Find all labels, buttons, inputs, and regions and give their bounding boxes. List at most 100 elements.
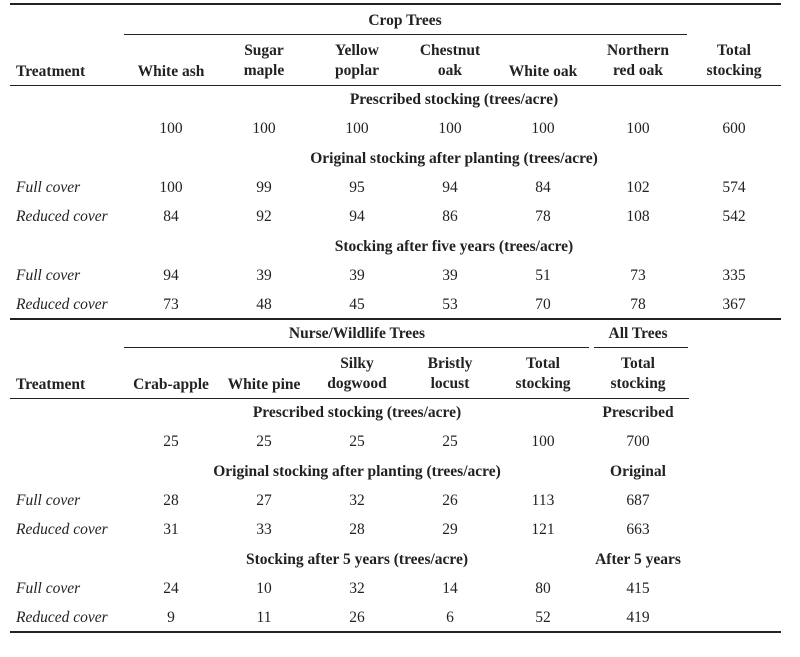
- table-cell: 25: [256, 433, 272, 450]
- table-cell: 6: [446, 609, 454, 626]
- row-label: Full cover: [16, 492, 81, 509]
- crop-group-header: Crop Trees: [368, 12, 442, 29]
- nurse-col-header: Total stocking: [515, 355, 571, 392]
- table-cell: 33: [256, 521, 272, 538]
- table-cell: 25: [349, 433, 365, 450]
- table-cell: 100: [345, 120, 369, 137]
- row-label: Reduced cover: [16, 296, 108, 313]
- table-cell: 25: [442, 433, 458, 450]
- crop-col-header: White ash: [137, 63, 205, 80]
- crop-col-header: Chestnut oak: [419, 42, 481, 79]
- section-right-title: Original: [610, 463, 666, 480]
- table-cell: 100: [438, 120, 462, 137]
- crop-col-header: White oak: [508, 63, 578, 80]
- table-cell: 10: [256, 580, 272, 597]
- table-cell: 48: [256, 296, 272, 313]
- section-right-title: Prescribed: [602, 404, 674, 421]
- table-cell: 51: [535, 267, 551, 284]
- table-cell: 100: [252, 120, 276, 137]
- table-cell: 94: [442, 179, 458, 196]
- table-cell: 32: [349, 580, 365, 597]
- table-cell: 39: [349, 267, 365, 284]
- table-cell: 113: [531, 492, 555, 509]
- all-trees-underline: [594, 347, 688, 348]
- table-cell: 574: [722, 179, 746, 196]
- table-cell: 84: [163, 208, 179, 225]
- section-title: Stocking after five years (trees/acre): [334, 238, 574, 255]
- nurse-group-underline: [124, 347, 589, 348]
- table-cell: 52: [535, 609, 551, 626]
- section-title: Prescribed stocking (trees/acre): [349, 91, 559, 108]
- crop-col-header: Yellow poplar: [335, 42, 379, 79]
- crop-col-header: Total stocking: [706, 42, 762, 79]
- table-cell: 94: [163, 267, 179, 284]
- table-cell: 80: [535, 580, 551, 597]
- table-cell: 700: [626, 433, 650, 450]
- table-cell: 73: [163, 296, 179, 313]
- crop-treatment-header: Treatment: [16, 63, 86, 80]
- table-cell: 100: [531, 433, 555, 450]
- table-cell: 100: [159, 179, 183, 196]
- table-cell: 29: [442, 521, 458, 538]
- section-title: Original stocking after planting (trees/…: [310, 150, 598, 167]
- nurse-col-header: White pine: [227, 376, 301, 393]
- table-cell: 73: [630, 267, 646, 284]
- table-cell: 26: [442, 492, 458, 509]
- table-cell: 31: [163, 521, 179, 538]
- nurse-bottom-rule: [10, 631, 781, 633]
- nurse-col-header: Crab-apple: [133, 376, 209, 393]
- table-cell: 100: [159, 120, 183, 137]
- table-cell: 32: [349, 492, 365, 509]
- row-label: Full cover: [16, 580, 81, 597]
- section-right-title: After 5 years: [595, 551, 681, 568]
- crop-col-header: Sugar maple: [243, 42, 285, 79]
- table-cell: 99: [256, 179, 272, 196]
- table-cell: 367: [722, 296, 746, 313]
- top-rule: [10, 3, 781, 5]
- table-cell: 70: [535, 296, 551, 313]
- section-title: Prescribed stocking (trees/acre): [252, 404, 462, 421]
- table-cell: 121: [531, 521, 555, 538]
- row-label: Reduced cover: [16, 521, 108, 538]
- row-label: Reduced cover: [16, 208, 108, 225]
- table-cell: 45: [349, 296, 365, 313]
- row-label: Full cover: [16, 179, 81, 196]
- nurse-group-header: Nurse/Wildlife Trees: [288, 325, 426, 342]
- table-cell: 415: [626, 580, 650, 597]
- table-cell: 102: [626, 179, 650, 196]
- crop-col-header: Northern red oak: [607, 42, 669, 79]
- table-cell: 28: [163, 492, 179, 509]
- table-cell: 95: [349, 179, 365, 196]
- all-col-header: Total stocking: [610, 355, 666, 392]
- table-cell: 78: [630, 296, 646, 313]
- row-label: Full cover: [16, 267, 81, 284]
- table-cell: 108: [626, 208, 650, 225]
- table-cell: 14: [442, 580, 458, 597]
- table-cell: 335: [722, 267, 746, 284]
- crop-header-rule: [10, 85, 781, 86]
- nurse-col-header: Silky dogwood: [327, 355, 387, 392]
- table-cell: 78: [535, 208, 551, 225]
- nurse-header-rule: [10, 398, 689, 399]
- table-cell: 53: [442, 296, 458, 313]
- table-cell: 39: [442, 267, 458, 284]
- table-cell: 86: [442, 208, 458, 225]
- table-cell: 84: [535, 179, 551, 196]
- table-cell: 663: [626, 521, 650, 538]
- section-title: Original stocking after planting (trees/…: [213, 463, 501, 480]
- table-cell: 92: [256, 208, 272, 225]
- table-cell: 9: [167, 609, 175, 626]
- all-trees-header: All Trees: [608, 325, 668, 342]
- row-label: Reduced cover: [16, 609, 108, 626]
- crop-group-underline: [124, 34, 687, 35]
- section-title: Stocking after 5 years (trees/acre): [245, 551, 469, 568]
- table-cell: 11: [256, 609, 272, 626]
- nurse-col-header: Bristly locust: [427, 355, 473, 392]
- nurse-treatment-header: Treatment: [16, 376, 86, 393]
- table-cell: 27: [256, 492, 272, 509]
- crop-bottom-rule: [10, 318, 781, 320]
- table-cell: 687: [626, 492, 650, 509]
- table-cell: 542: [722, 208, 746, 225]
- table-cell: 94: [349, 208, 365, 225]
- table-cell: 419: [626, 609, 650, 626]
